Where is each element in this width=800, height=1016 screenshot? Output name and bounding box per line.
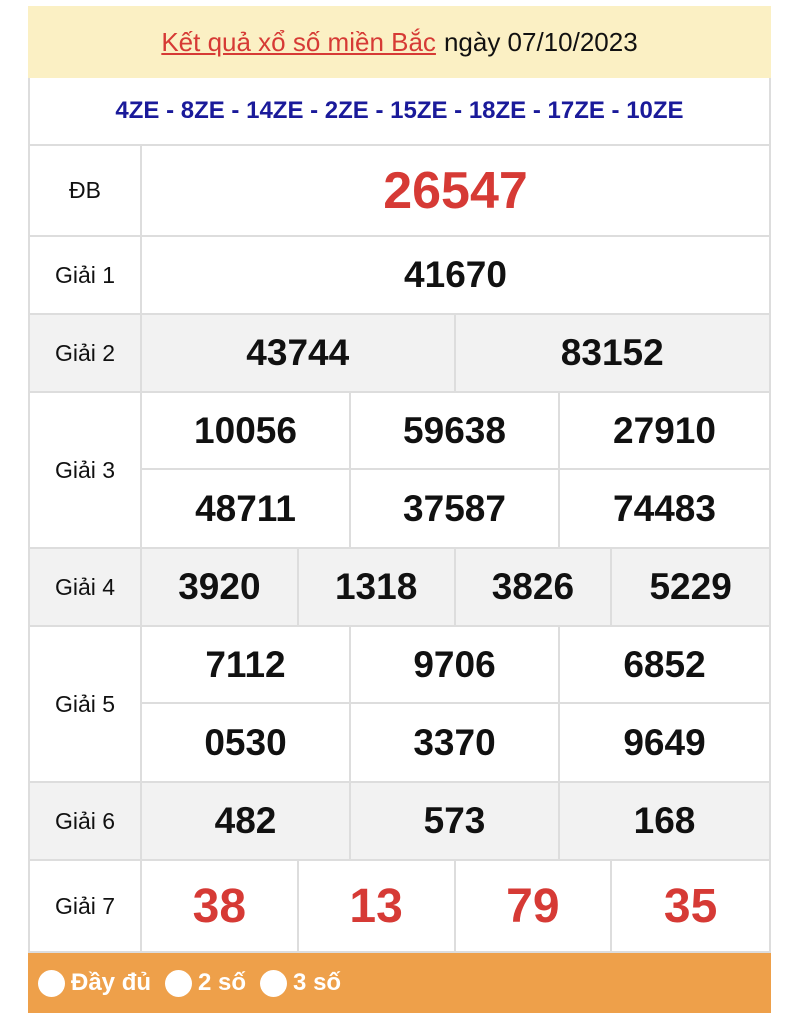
- prize-number: 43744: [142, 315, 456, 391]
- prize-number: 83152: [560, 332, 664, 373]
- prize-number: 0530: [142, 704, 351, 781]
- prize-row: Giải 3 10056 59638 27910 48711 37587 74483: [28, 393, 771, 549]
- prize-label: Giải 7: [30, 861, 142, 951]
- prize-row: ĐB 26547: [28, 146, 771, 237]
- radio-icon[interactable]: [38, 969, 65, 997]
- prize-number: 26547: [383, 161, 528, 220]
- prize-label: Giải 2: [30, 315, 142, 391]
- prize-label: Giải 4: [30, 549, 142, 625]
- prize-number: 3826: [456, 549, 613, 625]
- option-full[interactable]: Đầy đủ: [38, 969, 151, 997]
- prize-number: 74483: [613, 487, 716, 529]
- prize-row: Giải 4 3920 1318 3826 5229: [28, 549, 771, 627]
- prize-label: Giải 1: [30, 237, 142, 313]
- radio-icon[interactable]: [165, 969, 193, 997]
- option-2-digits[interactable]: 2 số: [165, 969, 246, 997]
- prize-row: Giải 5 7112 9706 6852 0530 3370 9649: [28, 627, 771, 783]
- prize-number: 3370: [351, 704, 560, 781]
- prize-number: 6852: [560, 627, 769, 704]
- prize-number: 13: [299, 861, 456, 951]
- option-label: 3 số: [293, 969, 342, 996]
- prize-number: 37587: [351, 470, 560, 547]
- prize-row: Giải 1 41670: [28, 237, 771, 315]
- prize-row: Giải 6 482 573 168: [28, 783, 771, 861]
- prize-label: Giải 3: [30, 393, 142, 547]
- prize-number: 7112: [142, 627, 351, 704]
- draw-codes: 4ZE - 8ZE - 14ZE - 2ZE - 15ZE - 18ZE - 1…: [28, 78, 771, 146]
- prize-number: 59638: [351, 393, 560, 470]
- prize-number: 35: [663, 879, 718, 933]
- option-label: 2 số: [198, 969, 247, 996]
- option-3-digits[interactable]: 3 số: [260, 969, 341, 997]
- prize-number: 9649: [623, 721, 706, 763]
- table-header: Kết quả xổ số miền Bắc ngày 07/10/2023: [28, 0, 771, 78]
- prize-number: 1318: [299, 549, 456, 625]
- prize-number: 168: [633, 800, 696, 841]
- prize-number: 10056: [142, 393, 351, 470]
- prize-number: 3920: [142, 549, 299, 625]
- prize-row: Giải 7 38 13 79 35: [28, 861, 771, 953]
- prize-label: Giải 5: [30, 627, 142, 781]
- prize-number: 79: [456, 861, 613, 951]
- display-options-bar: Đầy đủ 2 số 3 số: [28, 953, 771, 1013]
- radio-icon[interactable]: [260, 969, 288, 997]
- prize-number: 482: [142, 783, 351, 859]
- prize-number: 27910: [560, 393, 769, 470]
- date-text: ngày 07/10/2023: [443, 26, 638, 57]
- option-label: Đầy đủ: [71, 969, 152, 996]
- prize-number: 5229: [649, 566, 732, 607]
- prize-number: 9706: [351, 627, 560, 704]
- prize-label: Giải 6: [30, 783, 142, 859]
- prize-number: 41670: [404, 254, 507, 295]
- title-link[interactable]: Kết quả xổ số miền Bắc: [161, 26, 436, 57]
- prize-row: Giải 2 43744 83152: [28, 315, 771, 393]
- prize-number: 48711: [142, 470, 351, 547]
- prize-number: 38: [142, 861, 299, 951]
- prize-label: ĐB: [30, 146, 142, 235]
- prize-number: 573: [351, 783, 560, 859]
- results-table: Kết quả xổ số miền Bắc ngày 07/10/2023 4…: [28, 0, 771, 953]
